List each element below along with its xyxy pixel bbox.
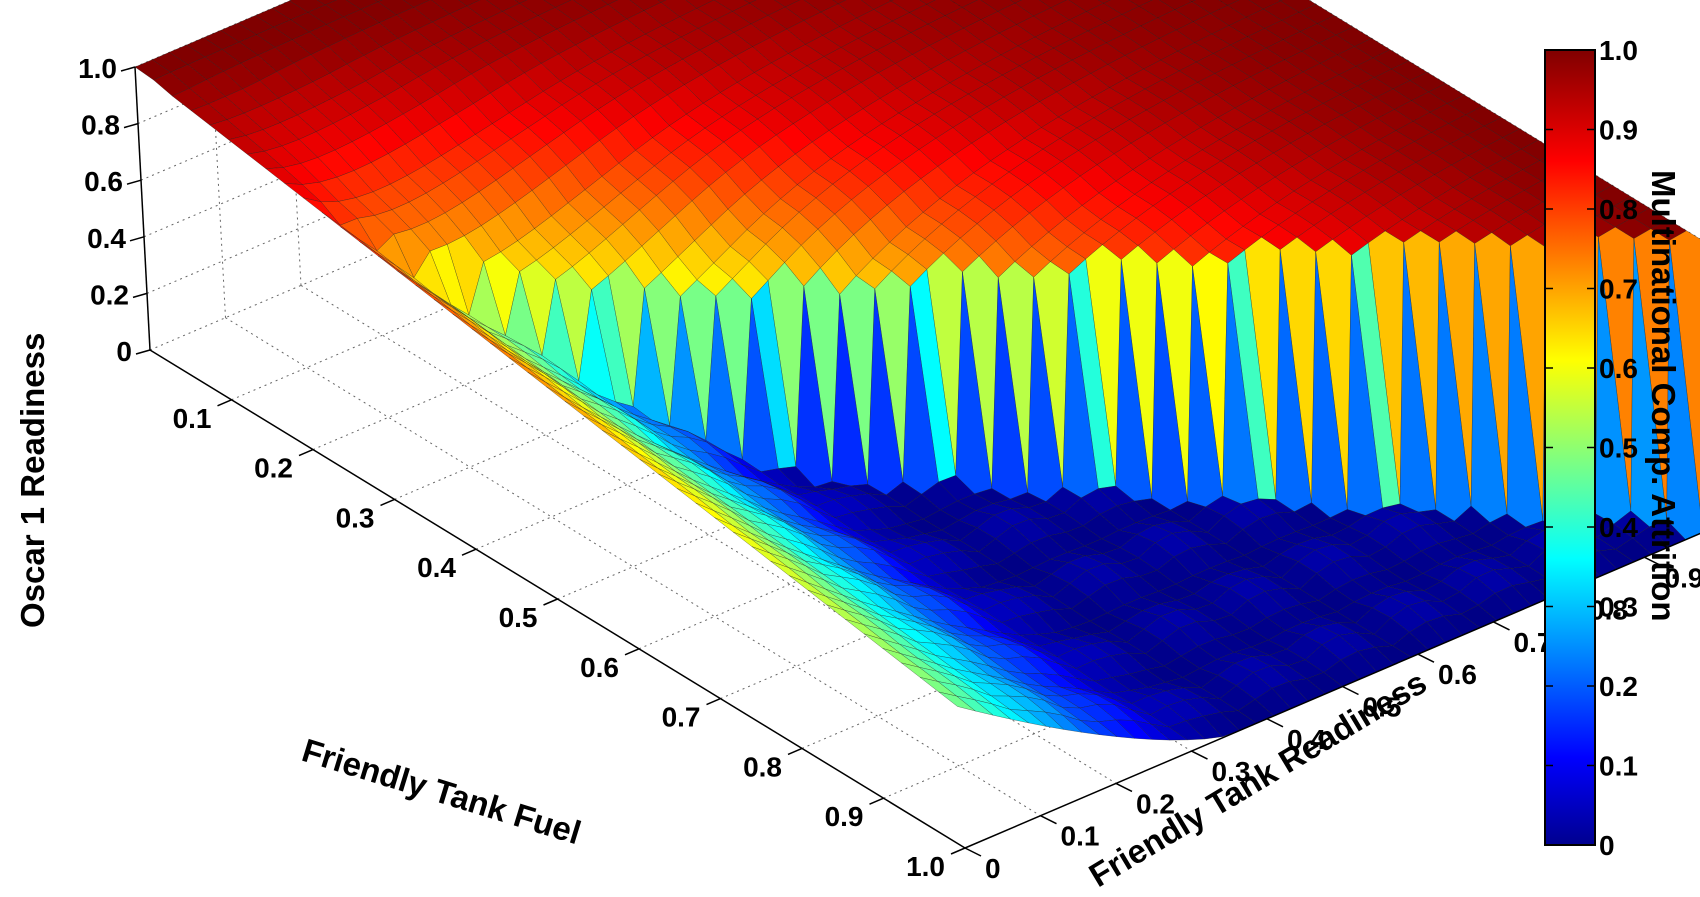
colorbar-tick-label: 0.9	[1599, 115, 1638, 146]
surface-patch	[832, 0, 847, 5]
colorbar-tick-label: 0	[1599, 830, 1615, 861]
surface-patch	[657, 0, 667, 3]
y-tick-label: 0.1	[1061, 821, 1100, 852]
surface-mesh	[134, 0, 1700, 741]
z-tick-label: 0.6	[84, 166, 123, 197]
x-tick-label: 0.4	[417, 552, 456, 583]
x-tick-label: 0.5	[499, 602, 538, 633]
colorbar-tick-label: 0.6	[1599, 353, 1638, 384]
surface-patch	[514, 0, 528, 4]
surface-patch	[938, 691, 976, 712]
colorbar	[1544, 49, 1596, 846]
x-tick-label: 0.7	[662, 702, 701, 733]
z-axis-label: Oscar 1 Readiness	[14, 333, 51, 628]
y-tick-label: 0.6	[1438, 659, 1477, 690]
z-tick-label: 0.2	[90, 279, 129, 310]
y-tick-label: 0.9	[1665, 562, 1700, 593]
z-tick-label: 0	[116, 336, 132, 367]
colorbar-tick-label: 0.8	[1599, 194, 1638, 225]
surface-patch	[1097, 0, 1112, 4]
colorbar-ticks: 0 0.1 0.2 0.3 0.4 0.5 0.6 0.7 0.8 0.9 1.0	[1545, 35, 1638, 861]
x-tick-label: 0.6	[580, 652, 619, 683]
y-tick-label: 0.5	[1363, 692, 1402, 723]
tick-labels: 0 0.2 0.4 0.6 0.8 1.0 0.1 0.2 0.3 0.4 0.5 0.6 0.7 0.8…	[78, 53, 1700, 884]
y-tick-label: 0	[985, 853, 1001, 884]
z-tick-label: 1.0	[78, 53, 117, 84]
surface-patch	[1188, 0, 1197, 2]
z-tick-label: 0.8	[81, 110, 120, 141]
x-tick-label: 0.2	[254, 453, 293, 484]
y-tick-label: 0.2	[1136, 788, 1175, 819]
colorbar-tick-label: 0.4	[1599, 512, 1638, 543]
y-tick-label: 0.4	[1287, 724, 1326, 755]
x-tick-label: 0.8	[743, 751, 782, 782]
colorbar-tick-label: 0.7	[1599, 274, 1638, 305]
y-tick-label: 0.3	[1212, 756, 1251, 787]
x-tick-label: 0.9	[825, 801, 864, 832]
colorbar-tick-label: 0.5	[1599, 433, 1638, 464]
x-tick-label: 0.1	[173, 403, 212, 434]
colorbar-tick-label: 0.2	[1599, 671, 1638, 702]
x-axis-label: Friendly Tank Fuel	[298, 731, 585, 851]
surface-patch	[1009, 0, 1023, 4]
colorbar-tick-label: 0.3	[1599, 592, 1638, 623]
x-tick-label: 0.3	[336, 502, 375, 533]
surface-patch	[374, 0, 383, 3]
x-tick-label: 1.0	[906, 851, 945, 882]
surface-patch	[743, 0, 757, 4]
colorbar-tick-label: 0.1	[1599, 751, 1638, 782]
colorbar-label: Multinational Comp. Attrition	[1645, 170, 1682, 622]
z-tick-label: 0.4	[87, 223, 126, 254]
colorbar-tick-label: 1.0	[1599, 35, 1638, 66]
